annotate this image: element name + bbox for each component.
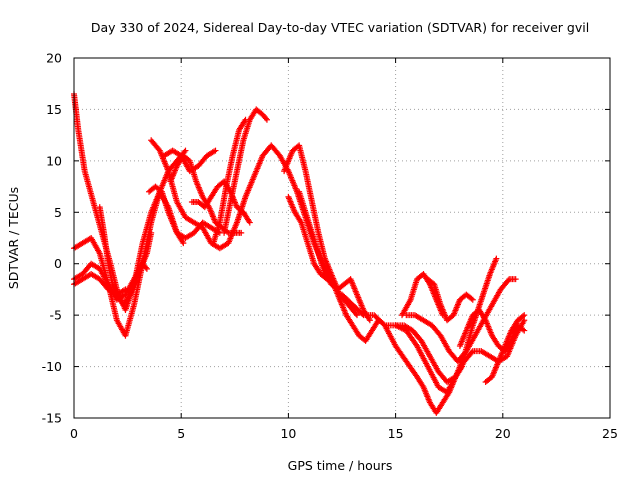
- y-tick-label: 20: [46, 51, 62, 66]
- data-series: [482, 312, 528, 385]
- data-point-marker: [143, 265, 150, 272]
- data-point-marker: [468, 349, 475, 356]
- data-series: [392, 317, 528, 385]
- data-point-marker: [180, 240, 187, 247]
- data-series: [221, 106, 270, 236]
- x-axis-label: GPS time / hours: [288, 458, 393, 473]
- data-point-marker: [505, 277, 512, 284]
- data-point-marker: [359, 311, 366, 317]
- data-point-marker: [212, 147, 219, 154]
- x-tick-label: 20: [495, 426, 511, 441]
- data-point-marker: [469, 296, 476, 303]
- data-series: [146, 183, 223, 241]
- data-series: [167, 152, 245, 236]
- y-tick-label: -15: [42, 411, 62, 426]
- y-tick-label: -5: [50, 308, 62, 323]
- y-tick-label: 15: [46, 102, 62, 117]
- data-series: [296, 188, 373, 324]
- y-tick-label: 0: [54, 256, 62, 271]
- y-axis-label: SDTVAR / TECUs: [6, 187, 21, 289]
- data-point-marker: [246, 219, 253, 226]
- tick-labels: 0 5 10 15 20 25 -15 -10 -5 0 5 10 15 20: [42, 51, 618, 442]
- plot-frame: [73, 57, 611, 419]
- data-point-marker: [366, 317, 373, 324]
- data-point-marker: [521, 327, 528, 334]
- data-point-marker: [519, 313, 526, 320]
- data-point-marker: [468, 295, 475, 302]
- y-tick-label: -10: [42, 359, 62, 374]
- data-point-marker: [238, 229, 245, 236]
- y-tick-label: 10: [46, 153, 62, 168]
- y-tick-label: 5: [54, 205, 62, 220]
- x-tick-label: 25: [602, 426, 618, 441]
- data-point-marker: [493, 255, 500, 262]
- data-series: [403, 276, 519, 365]
- data-point-marker: [519, 326, 526, 333]
- data-point-marker: [521, 312, 528, 319]
- data-point-marker: [354, 312, 361, 319]
- data-series: [210, 116, 249, 247]
- x-tick-label: 15: [388, 426, 404, 441]
- chart-title: Day 330 of 2024, Sidereal Day-to-day VTE…: [91, 20, 589, 35]
- data-point-marker: [262, 115, 269, 122]
- data-point-marker: [352, 310, 359, 317]
- data-point-marker: [263, 116, 270, 123]
- grid-lines: [74, 58, 610, 418]
- data-points: [71, 91, 528, 416]
- data-series: [424, 276, 476, 324]
- data-series: [96, 204, 155, 308]
- data-point-marker: [521, 317, 528, 324]
- x-tick-label: 0: [70, 426, 78, 441]
- x-tick-label: 10: [280, 426, 296, 441]
- data-point-marker: [182, 147, 189, 154]
- data-point-marker: [148, 229, 155, 236]
- data-point-marker: [512, 276, 519, 283]
- x-tick-label: 5: [177, 426, 185, 441]
- data-point-marker: [122, 286, 129, 293]
